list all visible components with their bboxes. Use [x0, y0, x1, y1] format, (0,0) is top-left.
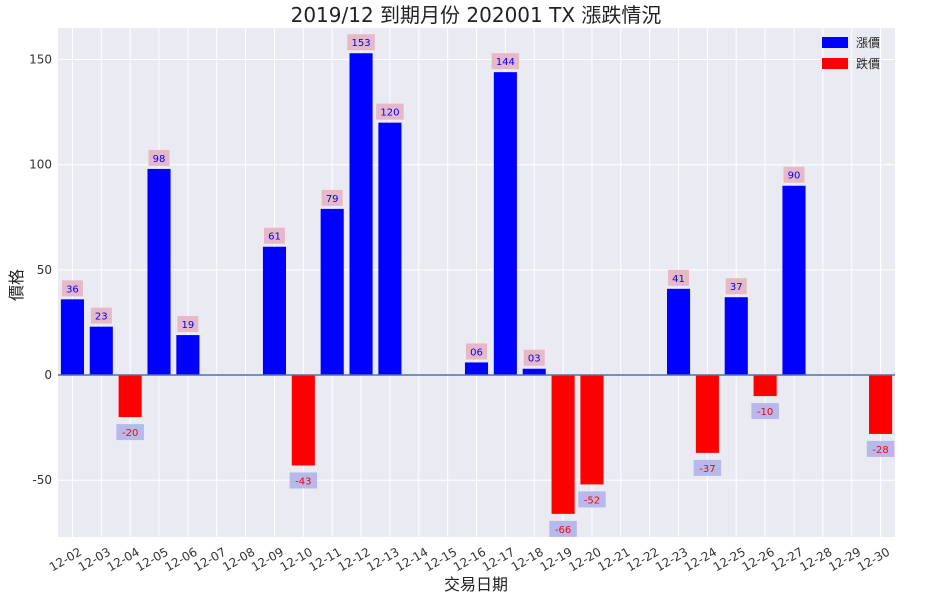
bar	[551, 375, 575, 514]
data-label: 120	[380, 108, 399, 119]
data-label-box	[376, 103, 404, 120]
data-label-box	[148, 149, 170, 166]
data-label-box	[116, 424, 144, 441]
bar	[580, 375, 604, 485]
y-tick-label: -50	[32, 473, 52, 487]
bar	[782, 185, 806, 376]
bar	[493, 72, 517, 376]
y-tick-label: 100	[29, 158, 52, 172]
data-label: 98	[153, 154, 166, 165]
bar	[89, 326, 113, 376]
data-label-box	[783, 166, 805, 183]
y-tick-label: 0	[44, 368, 52, 382]
chart-title: 2019/12 到期月份 202001 TX 漲跌情況	[291, 3, 662, 27]
data-label-box	[61, 280, 83, 297]
data-label: 06	[470, 347, 483, 358]
data-label-box	[466, 343, 487, 360]
data-label: -66	[555, 525, 571, 536]
data-label: 90	[788, 171, 801, 182]
bar	[147, 168, 171, 376]
data-label-box	[866, 440, 895, 457]
data-label-box	[90, 307, 112, 324]
bar	[522, 368, 546, 376]
data-label: -37	[699, 464, 715, 475]
data-label: -52	[584, 495, 600, 506]
bar	[753, 375, 777, 397]
x-axis-label: 交易日期	[444, 575, 508, 594]
y-tick-label: 50	[37, 263, 52, 277]
bar	[176, 335, 200, 376]
bar	[378, 122, 402, 376]
data-label-box	[491, 53, 520, 70]
legend-swatch	[822, 58, 848, 69]
bar	[464, 362, 489, 376]
data-label: 03	[528, 354, 541, 365]
data-label: 37	[730, 282, 743, 293]
data-label: -28	[872, 445, 888, 456]
bar	[262, 246, 287, 376]
bar	[320, 208, 344, 376]
y-axis-label: 價格	[7, 269, 26, 301]
data-label: 61	[268, 232, 281, 243]
data-label-box	[693, 459, 722, 476]
data-label-box	[347, 34, 375, 51]
data-label: 153	[352, 38, 371, 49]
data-label: 23	[95, 312, 108, 323]
y-tick-label: 150	[29, 53, 52, 67]
y-axis-ticks: -50 0 50 100 150	[29, 53, 52, 488]
bar	[291, 375, 315, 466]
data-label: -20	[122, 428, 138, 439]
bar	[724, 297, 748, 376]
data-label-box	[549, 520, 577, 537]
legend-label: 跌價	[856, 56, 880, 71]
bar-labels: 36 23 98 19 61 79 153 120 06 144 03 41 37 90 -20 -43 -66…	[61, 34, 895, 537]
x-tick-label: 12-30	[855, 545, 892, 575]
data-label: 36	[66, 284, 79, 295]
bar	[60, 299, 84, 376]
bar	[349, 53, 373, 376]
data-label-box	[578, 491, 606, 508]
data-label: -43	[295, 476, 311, 487]
data-label-box	[321, 189, 343, 206]
legend-swatch	[822, 37, 848, 48]
bar	[118, 375, 142, 418]
x-axis-ticks: 12-0212-0312-0412-0512-0612-0712-0812-09…	[47, 545, 892, 575]
bars	[60, 53, 893, 514]
data-label: 79	[326, 194, 339, 205]
data-label-box	[668, 269, 690, 286]
legend-label: 漲價	[856, 36, 880, 50]
data-label: 144	[496, 57, 515, 68]
data-label: 19	[182, 320, 195, 331]
data-label-box	[263, 227, 285, 244]
bar	[869, 375, 893, 434]
data-label-box	[725, 278, 747, 295]
data-label-box	[523, 349, 545, 366]
data-label: -10	[757, 407, 773, 418]
data-label-box	[177, 316, 199, 333]
data-label-box	[751, 403, 779, 420]
bar	[666, 288, 691, 376]
data-label-box	[289, 472, 318, 489]
data-label: 41	[672, 274, 685, 285]
bar	[695, 375, 719, 453]
